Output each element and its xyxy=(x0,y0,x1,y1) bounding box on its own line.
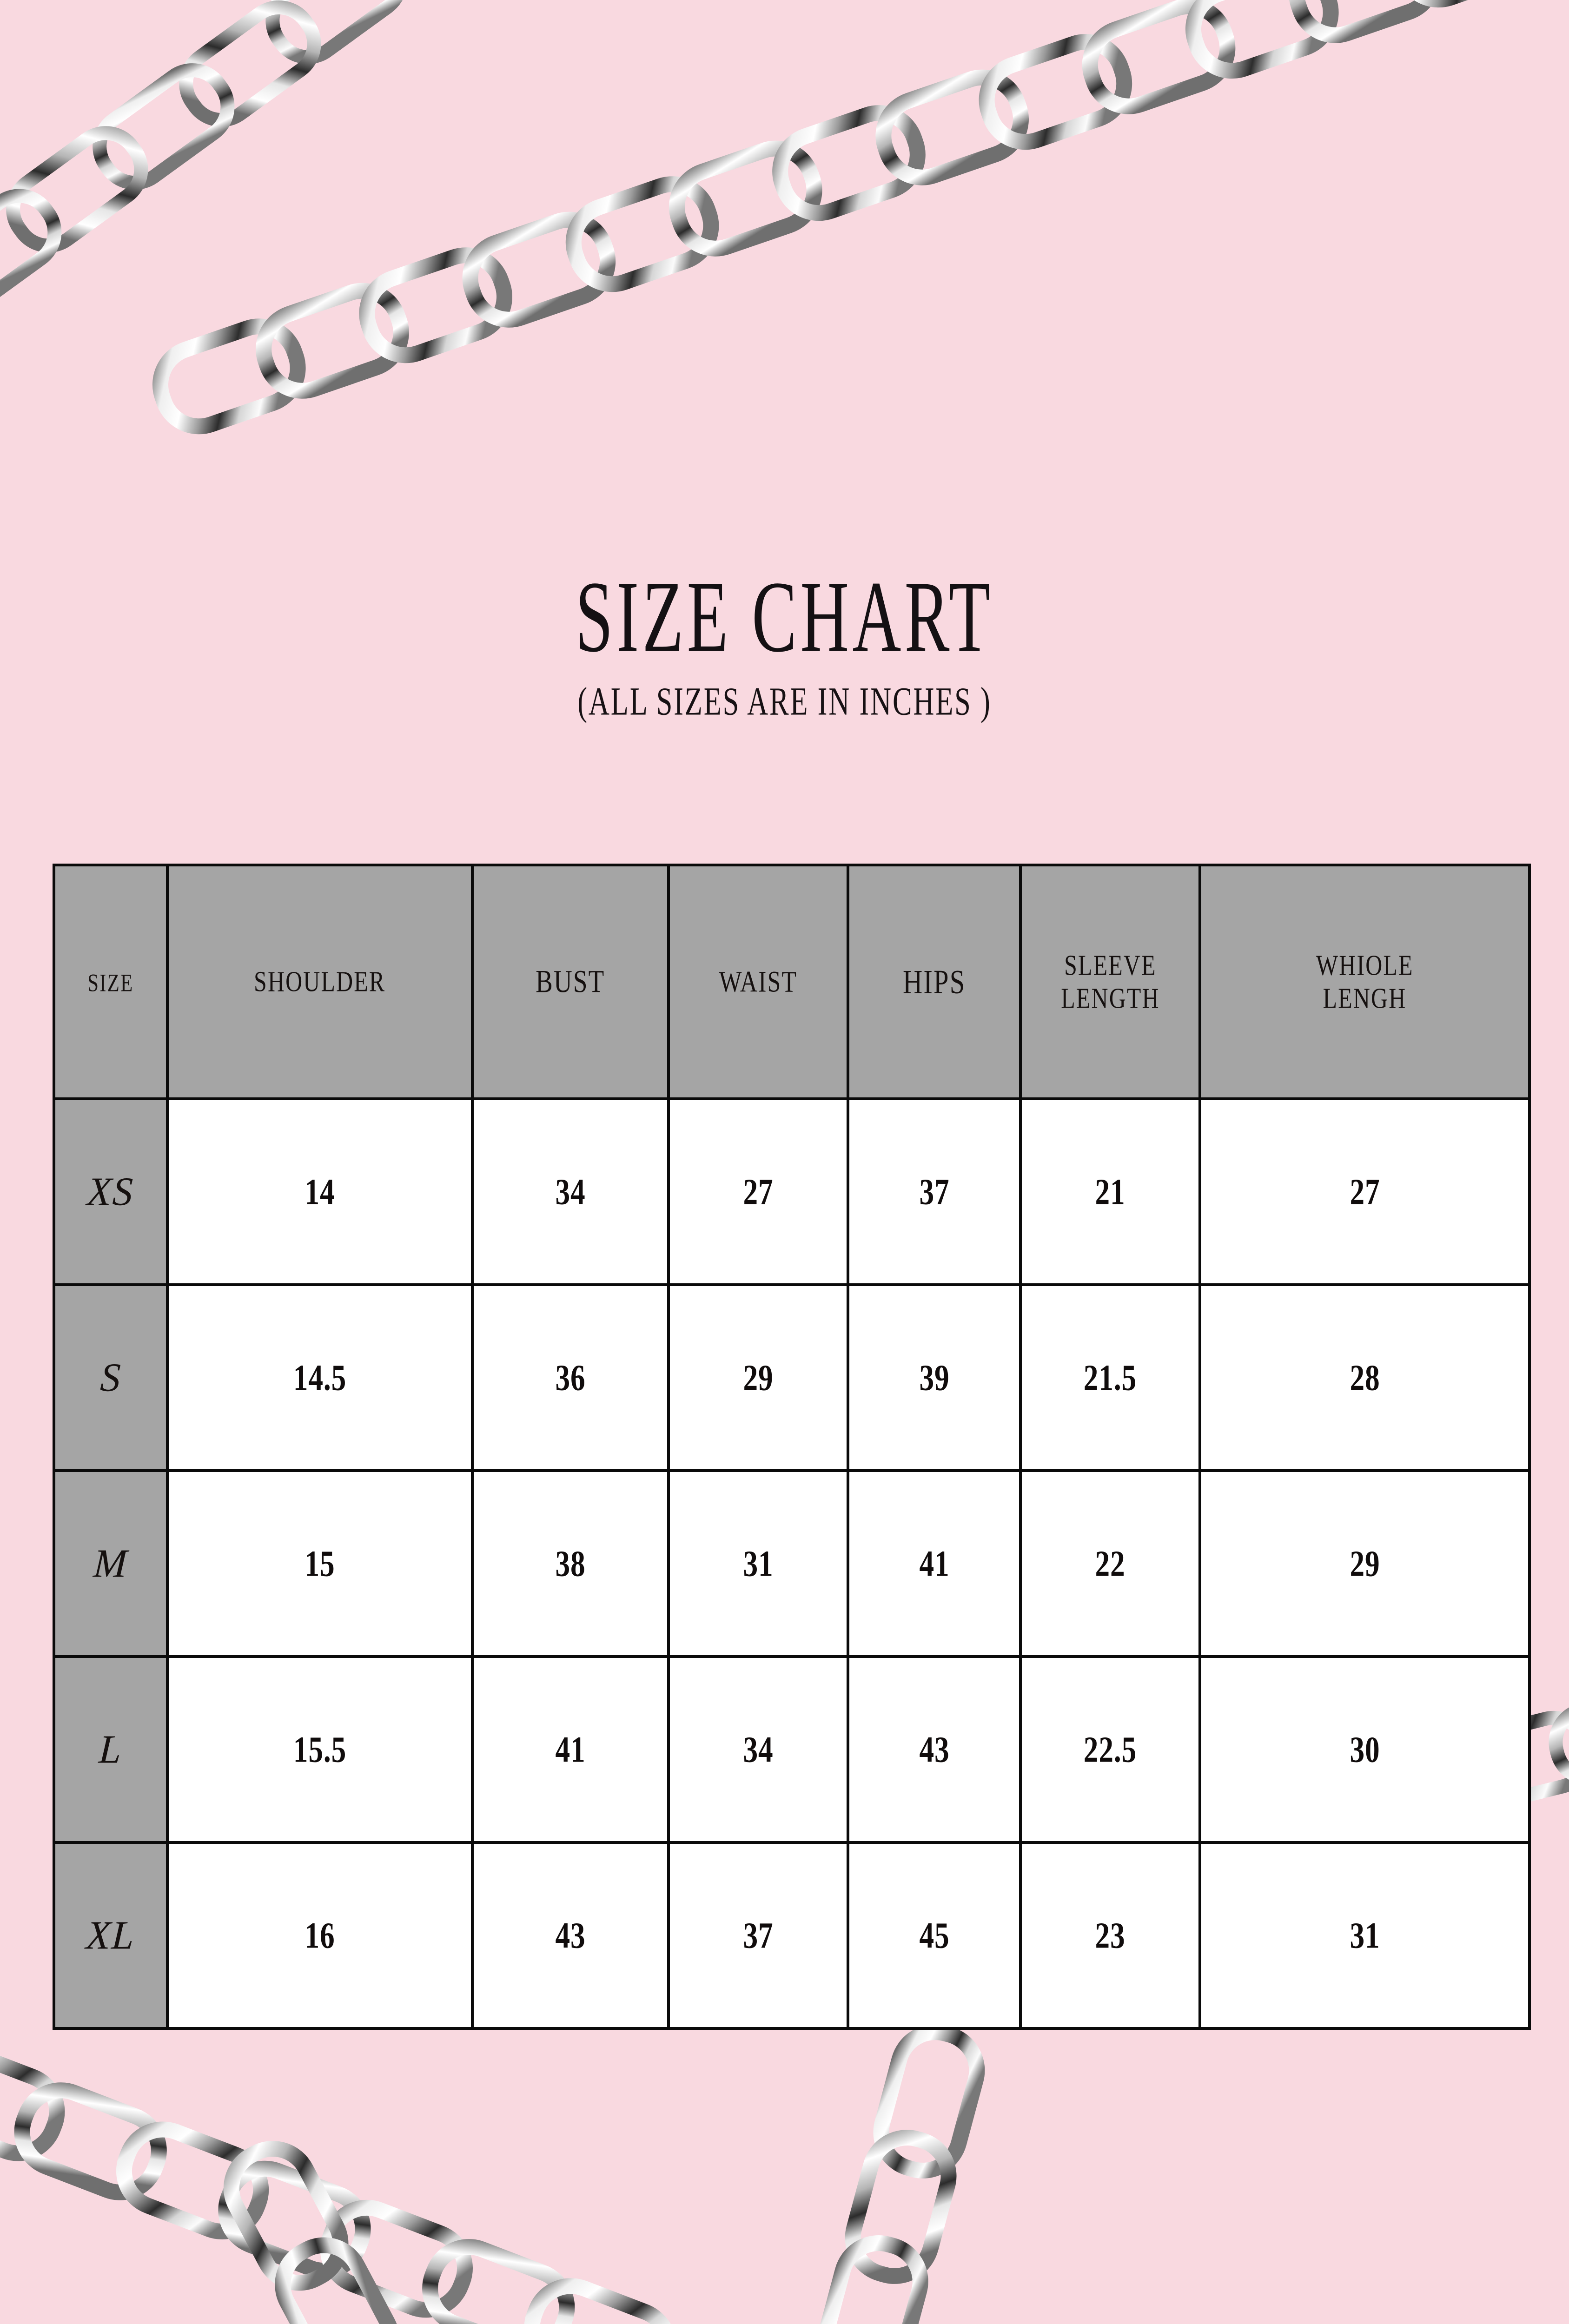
heading-block: SIZE CHART (ALL SIZES ARE IN INCHES ) xyxy=(0,560,1569,724)
cell-sleeve-length: 22 xyxy=(1019,1469,1201,1658)
cell-waist: 34 xyxy=(667,1655,849,1844)
column-header-shoulder: SHOULDER xyxy=(166,864,474,1100)
chain-decoration-bottom-left xyxy=(0,1989,744,2324)
cell-bust: 43 xyxy=(471,1841,670,2030)
chain-decoration-bottom-right xyxy=(539,2024,1190,2324)
cell-sleeve-length: 22.5 xyxy=(1019,1655,1201,1844)
page-subtitle: (ALL SIZES ARE IN INCHES ) xyxy=(577,679,992,724)
chain-decoration-top-left xyxy=(0,0,437,516)
row-size-label: M xyxy=(53,1469,169,1658)
cell-bust: 38 xyxy=(471,1469,670,1658)
cell-bust: 34 xyxy=(471,1097,670,1286)
chain-decoration-bottom-center xyxy=(195,2119,707,2324)
cell-sleeve-length: 21 xyxy=(1019,1097,1201,1286)
row-size-label: L xyxy=(53,1655,169,1844)
cell-waist: 31 xyxy=(667,1469,849,1658)
cell-shoulder: 16 xyxy=(166,1841,474,2030)
cell-shoulder: 14.5 xyxy=(166,1283,474,1472)
cell-hips: 43 xyxy=(847,1655,1022,1844)
row-size-label: S xyxy=(53,1283,169,1472)
page-title: SIZE CHART xyxy=(575,560,994,673)
table-row: XS 14 34 27 37 21 27 xyxy=(53,1097,1531,1286)
column-header-sleeve-length: SLEEVE LENGTH xyxy=(1019,864,1201,1100)
cell-whole-length: 30 xyxy=(1198,1655,1531,1844)
cell-shoulder: 15.5 xyxy=(166,1655,474,1844)
cell-waist: 27 xyxy=(667,1097,849,1286)
column-header-bust: BUST xyxy=(471,864,670,1100)
cell-shoulder: 14 xyxy=(166,1097,474,1286)
cell-shoulder: 15 xyxy=(166,1469,474,1658)
cell-whole-length: 28 xyxy=(1198,1283,1531,1472)
cell-waist: 37 xyxy=(667,1841,849,2030)
row-size-label: XL xyxy=(53,1841,169,2030)
cell-sleeve-length: 21.5 xyxy=(1019,1283,1201,1472)
row-size-label: XS xyxy=(53,1097,169,1286)
cell-waist: 29 xyxy=(667,1283,849,1472)
table-row: L 15.5 41 34 43 22.5 30 xyxy=(53,1655,1531,1844)
cell-bust: 36 xyxy=(471,1283,670,1472)
cell-sleeve-length: 23 xyxy=(1019,1841,1201,2030)
column-header-hips: HIPS xyxy=(847,864,1022,1100)
chain-decoration-top-right xyxy=(65,0,1569,435)
size-chart-table-wrapper: SIZE SHOULDER BUST WAIST HIPS SLEEVE LENG… xyxy=(53,864,1531,2030)
cell-whole-length: 29 xyxy=(1198,1469,1531,1658)
cell-hips: 39 xyxy=(847,1283,1022,1472)
cell-hips: 45 xyxy=(847,1841,1022,2030)
cell-hips: 37 xyxy=(847,1097,1022,1286)
column-header-size: SIZE xyxy=(53,864,169,1100)
table-header: SIZE SHOULDER BUST WAIST HIPS SLEEVE LENG… xyxy=(53,864,1531,1100)
table-row: S 14.5 36 29 39 21.5 28 xyxy=(53,1283,1531,1472)
cell-whole-length: 31 xyxy=(1198,1841,1531,2030)
table-row: XL 16 43 37 45 23 31 xyxy=(53,1841,1531,2030)
cell-whole-length: 27 xyxy=(1198,1097,1531,1286)
column-header-whole-length: WHIOLE LENGH xyxy=(1198,864,1531,1100)
table-body: XS 14 34 27 37 21 27 S 14.5 36 29 39 21.… xyxy=(53,1097,1531,2030)
column-header-waist: WAIST xyxy=(667,864,849,1100)
table-header-row: SIZE SHOULDER BUST WAIST HIPS SLEEVE LENG… xyxy=(53,864,1531,1100)
cell-hips: 41 xyxy=(847,1469,1022,1658)
size-chart-table: SIZE SHOULDER BUST WAIST HIPS SLEEVE LENG… xyxy=(53,864,1531,2030)
table-row: M 15 38 31 41 22 29 xyxy=(53,1469,1531,1658)
cell-bust: 41 xyxy=(471,1655,670,1844)
